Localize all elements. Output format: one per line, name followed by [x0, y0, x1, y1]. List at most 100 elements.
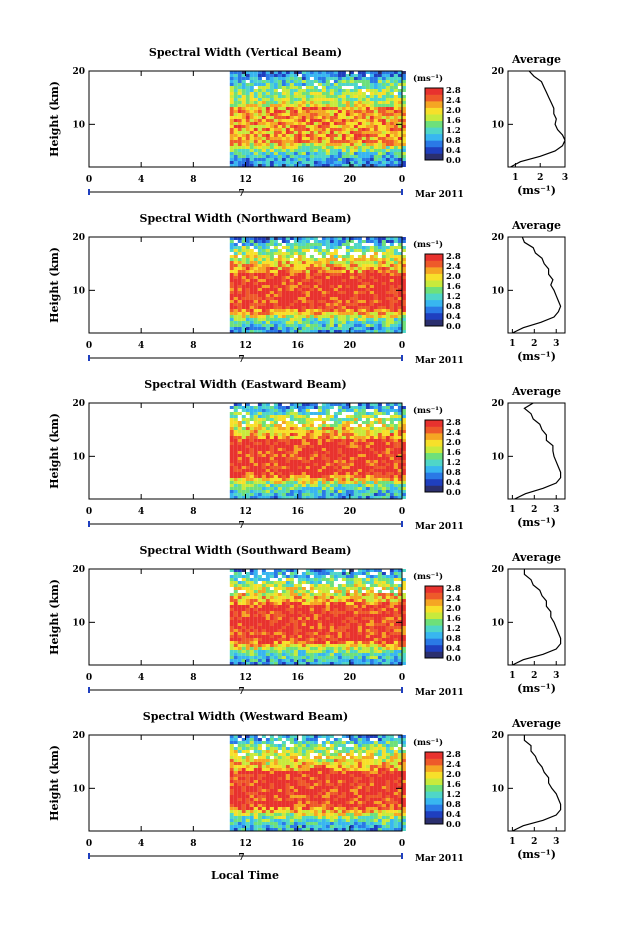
heatmap-cell: [270, 294, 274, 297]
heatmap-cell: [326, 240, 330, 243]
heatmap-cell: [398, 430, 402, 433]
heatmap-cell: [246, 309, 250, 312]
heatmap-cell: [366, 240, 370, 243]
heatmap-cell: [306, 436, 310, 439]
heatmap-cell: [366, 578, 370, 581]
heatmap-cell: [330, 617, 334, 620]
heatmap-cell: [234, 611, 238, 614]
heatmap-cell: [274, 161, 278, 164]
heatmap-cell: [334, 430, 338, 433]
heatmap-cell: [314, 122, 318, 125]
heatmap-cell: [234, 267, 238, 270]
heatmap-cell: [282, 101, 286, 104]
heatmap-cell: [258, 475, 262, 478]
heatmap-cell: [274, 475, 278, 478]
heatmap-cell: [278, 149, 282, 152]
heatmap-cell: [306, 134, 310, 137]
heatmap-cell: [310, 89, 314, 92]
heatmap-cell: [358, 258, 362, 261]
heatmap-cell: [342, 587, 346, 590]
heatmap-cell: [362, 83, 366, 86]
heatmap-cell: [334, 445, 338, 448]
heatmap-cell: [322, 125, 326, 128]
heatmap-cell: [282, 140, 286, 143]
heatmap-cell: [250, 611, 254, 614]
heatmap-cell: [394, 267, 398, 270]
heatmap-cell: [378, 466, 382, 469]
heatmap-cell: [378, 312, 382, 315]
heatmap-cell: [322, 457, 326, 460]
heatmap-cell: [250, 80, 254, 83]
heatmap-cell: [282, 457, 286, 460]
heatmap-cell: [354, 430, 358, 433]
heatmap-cell: [294, 596, 298, 599]
heatmap-cell: [370, 581, 374, 584]
heatmap-cell: [330, 321, 334, 324]
heatmap-cell: [302, 98, 306, 101]
heatmap-cell: [342, 101, 346, 104]
heatmap-cell: [366, 276, 370, 279]
heatmap-cell: [314, 478, 318, 481]
heatmap-cell: [346, 614, 350, 617]
heatmap-cell: [398, 80, 402, 83]
heatmap-cell: [298, 297, 302, 300]
heatmap-cell: [290, 460, 294, 463]
heatmap-cell: [306, 493, 310, 496]
heatmap-cell: [382, 460, 386, 463]
heatmap-cell: [322, 424, 326, 427]
heatmap-cell: [250, 590, 254, 593]
heatmap-cell: [286, 125, 290, 128]
heatmap-cell: [262, 412, 266, 415]
heatmap-cell: [246, 430, 250, 433]
heatmap-cell: [326, 282, 330, 285]
heatmap-cell: [330, 110, 334, 113]
heatmap-cell: [266, 113, 270, 116]
heatmap-cell: [322, 599, 326, 602]
heatmap-cell: [306, 297, 310, 300]
heatmap-cell: [390, 490, 394, 493]
heatmap-cell: [246, 143, 250, 146]
heatmap-cell: [350, 240, 354, 243]
heatmap-cell: [354, 484, 358, 487]
heatmap-cell: [342, 617, 346, 620]
heatmap-cell: [318, 572, 322, 575]
heatmap-cell: [378, 454, 382, 457]
heatmap-cell: [338, 306, 342, 309]
heatmap-cell: [238, 294, 242, 297]
heatmap-cell: [306, 279, 310, 282]
heatmap-cell: [306, 457, 310, 460]
heatmap-cell: [246, 122, 250, 125]
heatmap-cell: [346, 252, 350, 255]
heatmap-cell: [382, 309, 386, 312]
heatmap-cell: [230, 128, 234, 131]
heatmap-cell: [278, 412, 282, 415]
heatmap-cell: [374, 327, 378, 330]
heatmap-cell: [338, 285, 342, 288]
heatmap-cell: [382, 98, 386, 101]
heatmap-cell: [270, 614, 274, 617]
heatmap-cell: [294, 119, 298, 122]
heatmap-cell: [358, 572, 362, 575]
heatmap-cell: [346, 267, 350, 270]
heatmap-cell: [330, 288, 334, 291]
heatmap-cell: [282, 261, 286, 264]
heatmap-cell: [282, 584, 286, 587]
heatmap-cell: [234, 454, 238, 457]
heatmap-cell: [322, 267, 326, 270]
heatmap-cell: [286, 92, 290, 95]
heatmap-cell: [282, 475, 286, 478]
heatmap-cell: [378, 469, 382, 472]
heatmap-cell: [290, 321, 294, 324]
heatmap-cell: [278, 83, 282, 86]
heatmap-cell: [262, 608, 266, 611]
heatmap-cell: [278, 243, 282, 246]
heatmap-cell: [274, 270, 278, 273]
heatmap-cell: [230, 412, 234, 415]
heatmap-cell: [278, 321, 282, 324]
heatmap-cell: [390, 146, 394, 149]
heatmap-cell: [234, 445, 238, 448]
heatmap-cell: [298, 258, 302, 261]
heatmap-cell: [362, 249, 366, 252]
heatmap-cell: [334, 463, 338, 466]
heatmap-cell: [318, 116, 322, 119]
